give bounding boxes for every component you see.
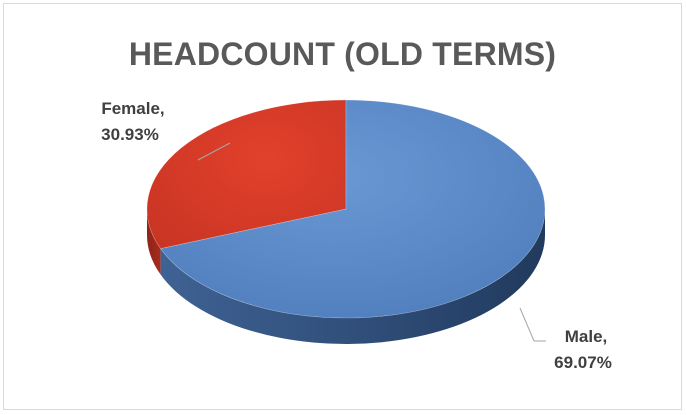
label-male-value: 69.07% [554, 353, 612, 372]
pie-slice-female [146, 99, 347, 250]
chart-frame: HEADCOUNT (OLD TERMS) [3, 3, 682, 410]
label-male-name: Male, [565, 327, 608, 346]
label-female-value: 30.93% [101, 125, 159, 144]
pie-side-male [160, 209, 546, 344]
leader-female [197, 142, 231, 161]
leader-male-a [519, 307, 535, 342]
chart-title: HEADCOUNT (OLD TERMS) [128, 36, 557, 72]
pie-chart: Female, 30.93% Male, 69.07% [101, 99, 612, 372]
pie-side-female [147, 209, 161, 275]
pie-slice-male [160, 99, 546, 319]
label-female-name: Female, [101, 99, 164, 118]
